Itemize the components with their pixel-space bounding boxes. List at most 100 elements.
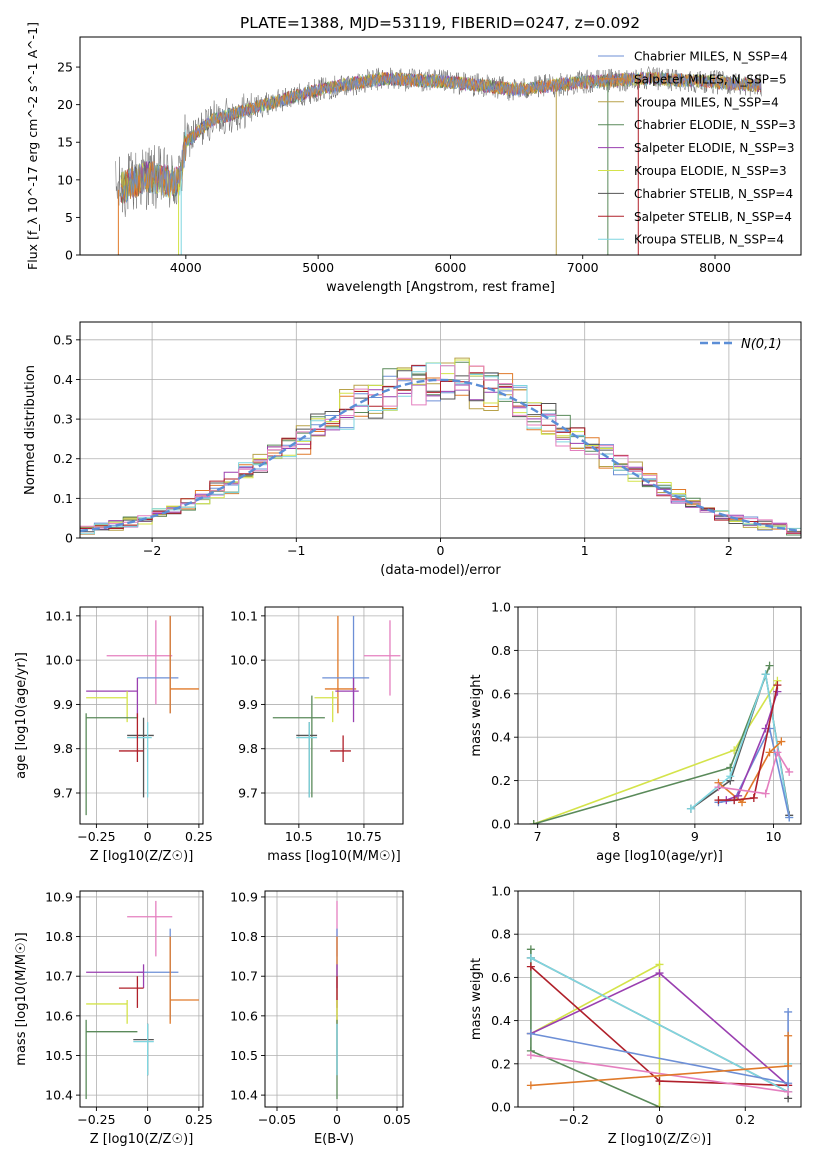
y-tick-label: 10.5 bbox=[45, 1048, 73, 1063]
y-tick-label: 1.0 bbox=[491, 884, 511, 899]
x-axis-label: (data-model)/error bbox=[380, 563, 501, 578]
weight-point-salpeter_elodie bbox=[734, 791, 743, 800]
x-axis-label: Z [log10(Z/Z☉)] bbox=[608, 1132, 712, 1147]
y-tick-label: 0 bbox=[65, 248, 73, 263]
legend-label: Salpeter MILES, N_SSP=5 bbox=[634, 72, 787, 86]
weight-point-salpeter_miles bbox=[765, 748, 774, 757]
weight-point-salpeter_miles bbox=[784, 1031, 793, 1040]
x-tick-label: 1 bbox=[581, 543, 589, 558]
weight-point-extra_pink bbox=[785, 767, 794, 776]
y-tick-label: 9.9 bbox=[238, 697, 258, 712]
spectrum-model-kroupa_miles bbox=[120, 72, 762, 202]
weight-point-chabrier_miles bbox=[526, 1029, 535, 1038]
y-tick-label: 10.9 bbox=[230, 889, 258, 904]
weight-point-kroupa_elodie bbox=[655, 960, 664, 969]
y-tick-label: 0.1 bbox=[53, 491, 73, 506]
x-tick-label: 10.5 bbox=[285, 829, 313, 844]
panel-z_mass: −0.25 0 0.25 10.4 10.5 10.6 10.7 10.8 10.9 Z [log… bbox=[14, 889, 213, 1147]
y-tick-label: 5 bbox=[65, 210, 73, 225]
y-tick-label: 0.6 bbox=[491, 686, 511, 701]
y-tick-label: 1.0 bbox=[491, 600, 511, 615]
x-tick-label: 9 bbox=[691, 829, 699, 844]
weight-point-extra_pink bbox=[773, 748, 782, 757]
x-tick-label: 6000 bbox=[435, 260, 467, 275]
weight-line-salpeter_stelib bbox=[718, 684, 779, 801]
weight-point-salpeter_stelib bbox=[730, 796, 739, 805]
weight-point-salpeter_stelib bbox=[773, 681, 782, 690]
axes-frame bbox=[517, 890, 802, 1108]
weight-point-extra_pink bbox=[526, 1051, 535, 1060]
panel-residuals: −2 −1 0 1 2 0 0.1 0.2 0.3 0.4 0.5 (data-model)/erro… bbox=[23, 321, 802, 578]
legend: N(0,1) bbox=[700, 337, 782, 352]
weight-point-kroupa_stelib bbox=[761, 670, 770, 679]
x-tick-label: 0 bbox=[656, 1112, 664, 1127]
y-tick-label: 0.2 bbox=[53, 451, 73, 466]
y-tick-label: 10.9 bbox=[45, 889, 73, 904]
weight-point-kroupa_stelib bbox=[526, 953, 535, 962]
x-tick-label: 10 bbox=[766, 829, 782, 844]
y-axis-label: mass [log10(M/M☉)] bbox=[14, 932, 29, 1065]
weight-line-extra_pink bbox=[718, 750, 790, 795]
y-tick-label: 9.8 bbox=[238, 741, 258, 756]
weight-point-salpeter_elodie bbox=[655, 969, 664, 978]
plot-area bbox=[80, 357, 801, 538]
weight-point-kroupa_elodie bbox=[655, 1103, 664, 1107]
weight-line-salpeter_miles bbox=[717, 740, 782, 804]
plot-area bbox=[272, 615, 401, 798]
legend-label: N(0,1) bbox=[741, 337, 782, 352]
panel-ebv_mass: −0.05 0 0.05 10.4 10.5 10.6 10.7 10.8 10.9 E(B-V) bbox=[230, 889, 411, 1147]
weight-point-salpeter_stelib bbox=[526, 962, 535, 971]
x-tick-label: 8000 bbox=[699, 260, 731, 275]
y-tick-label: 10.7 bbox=[45, 969, 73, 984]
x-tick-label: 0.05 bbox=[383, 1112, 411, 1127]
weight-point-chabrier_miles bbox=[784, 1007, 793, 1016]
panel-z_age: −0.25 0 0.25 9.7 9.8 9.9 10.0 10.1 Z [log10(Z/Z☉… bbox=[14, 606, 213, 864]
legend-label: Chabrier ELODIE, N_SSP=3 bbox=[634, 118, 796, 132]
x-tick-label: 2 bbox=[725, 543, 733, 558]
y-tick-label: 10.4 bbox=[230, 1088, 258, 1103]
weight-point-salpeter_miles bbox=[777, 737, 786, 746]
panel-mass_age: 10.5 10.75 9.7 9.8 9.9 10.0 10.1 mass [log10(M/… bbox=[230, 606, 404, 864]
x-axis-label: mass [log10(M/M☉)] bbox=[267, 849, 400, 864]
y-tick-label: 0.8 bbox=[491, 643, 511, 658]
y-tick-label: 0.2 bbox=[491, 773, 511, 788]
x-tick-label: 0 bbox=[333, 1112, 341, 1127]
y-tick-label: 0.4 bbox=[491, 1013, 511, 1028]
y-tick-label: 10.0 bbox=[230, 653, 258, 668]
weight-point-salpeter_stelib bbox=[714, 796, 723, 805]
plot-area bbox=[526, 945, 793, 1107]
weight-point-chabrier_elodie bbox=[529, 820, 538, 824]
x-tick-label: 0.2 bbox=[735, 1112, 755, 1127]
weight-point-salpeter_miles bbox=[784, 1061, 793, 1070]
y-tick-label: 0.8 bbox=[491, 927, 511, 942]
y-tick-label: 0.5 bbox=[53, 332, 73, 347]
x-tick-label: −2 bbox=[143, 543, 161, 558]
panel-spectrum: 4000 5000 6000 7000 8000 0 5 10 15 20 25 wavelength… bbox=[25, 22, 802, 295]
y-axis-label: Flux [f_λ 10^-17 erg cm^-2 s^-1 A^-1] bbox=[25, 22, 40, 270]
y-tick-label: 0.0 bbox=[491, 1100, 511, 1115]
legend-label: Salpeter STELIB, N_SSP=4 bbox=[634, 210, 792, 224]
panel-age_weight: 7 8 9 10 0.0 0.2 0.4 0.6 0.8 1.0 age [log10(age/yr… bbox=[469, 600, 802, 864]
legend-label: Chabrier MILES, N_SSP=4 bbox=[634, 50, 788, 64]
y-tick-label: 10.1 bbox=[45, 608, 73, 623]
plot-area bbox=[115, 65, 762, 255]
weight-point-chabrier_elodie bbox=[526, 945, 535, 954]
weight-point-extra_pink bbox=[714, 783, 723, 792]
y-tick-label: 9.7 bbox=[238, 786, 258, 801]
y-axis-label: age [log10(age/yr)] bbox=[14, 652, 29, 779]
x-tick-label: 8 bbox=[612, 829, 620, 844]
x-tick-label: 5000 bbox=[302, 260, 334, 275]
plot-area bbox=[529, 661, 794, 824]
x-tick-label: 7000 bbox=[567, 260, 599, 275]
panel-z_weight: −0.2 0 0.2 0.0 0.2 0.4 0.6 0.8 1.0 Z [log10(Z/Z☉)… bbox=[469, 884, 802, 1147]
y-tick-label: 10.4 bbox=[45, 1088, 73, 1103]
weight-line-extra_pink bbox=[530, 1054, 789, 1093]
x-tick-label: 0.25 bbox=[185, 829, 213, 844]
x-axis-label: Z [log10(Z/Z☉)] bbox=[90, 1132, 194, 1147]
y-tick-label: 0.4 bbox=[53, 372, 73, 387]
legend: Chabrier MILES, N_SSP=4 Salpeter MILES, N… bbox=[598, 50, 796, 247]
x-tick-label: −0.2 bbox=[559, 1112, 589, 1127]
panels-layer: 4000 5000 6000 7000 80000510152025wavelength… bbox=[14, 22, 802, 1147]
axes-frame bbox=[79, 36, 802, 256]
weight-point-chabrier_miles bbox=[785, 813, 794, 822]
